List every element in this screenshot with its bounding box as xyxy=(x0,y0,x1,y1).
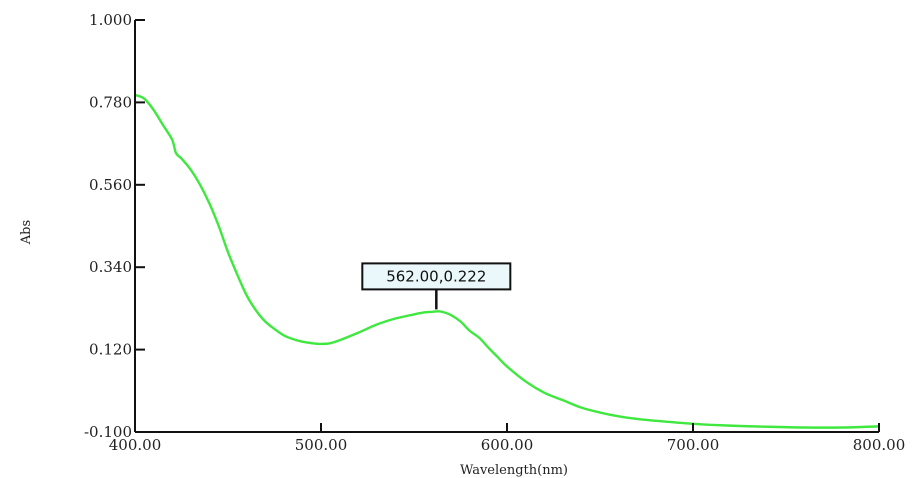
y-tick-label: 0.120 xyxy=(89,341,132,359)
y-tick-label: -0.100 xyxy=(84,423,132,441)
y-axis-title: Abs xyxy=(19,220,34,245)
y-tick-label: 0.560 xyxy=(89,176,132,194)
x-tick-label: 600.00 xyxy=(481,436,534,454)
x-tick-label: 400.00 xyxy=(109,436,162,454)
x-tick-label: 700.00 xyxy=(667,436,720,454)
x-tick-label: 500.00 xyxy=(295,436,348,454)
annotation-label: 562.00,0.222 xyxy=(386,267,486,285)
y-tick-label: 0.340 xyxy=(89,258,132,276)
axes: -0.100 0.120 0.340 0.560 0.780 1.000 400.00 500… xyxy=(19,11,905,478)
x-axis-title: Wavelength(nm) xyxy=(460,463,568,478)
x-tick-label: 800.00 xyxy=(853,436,906,454)
peak-annotation: 562.00,0.222 xyxy=(361,262,512,310)
plot-area xyxy=(134,93,880,429)
y-tick-label: 1.000 xyxy=(89,11,132,29)
absorbance-series-line xyxy=(134,93,880,429)
annotation-box xyxy=(361,262,512,291)
y-tick-label: 0.780 xyxy=(89,93,132,111)
